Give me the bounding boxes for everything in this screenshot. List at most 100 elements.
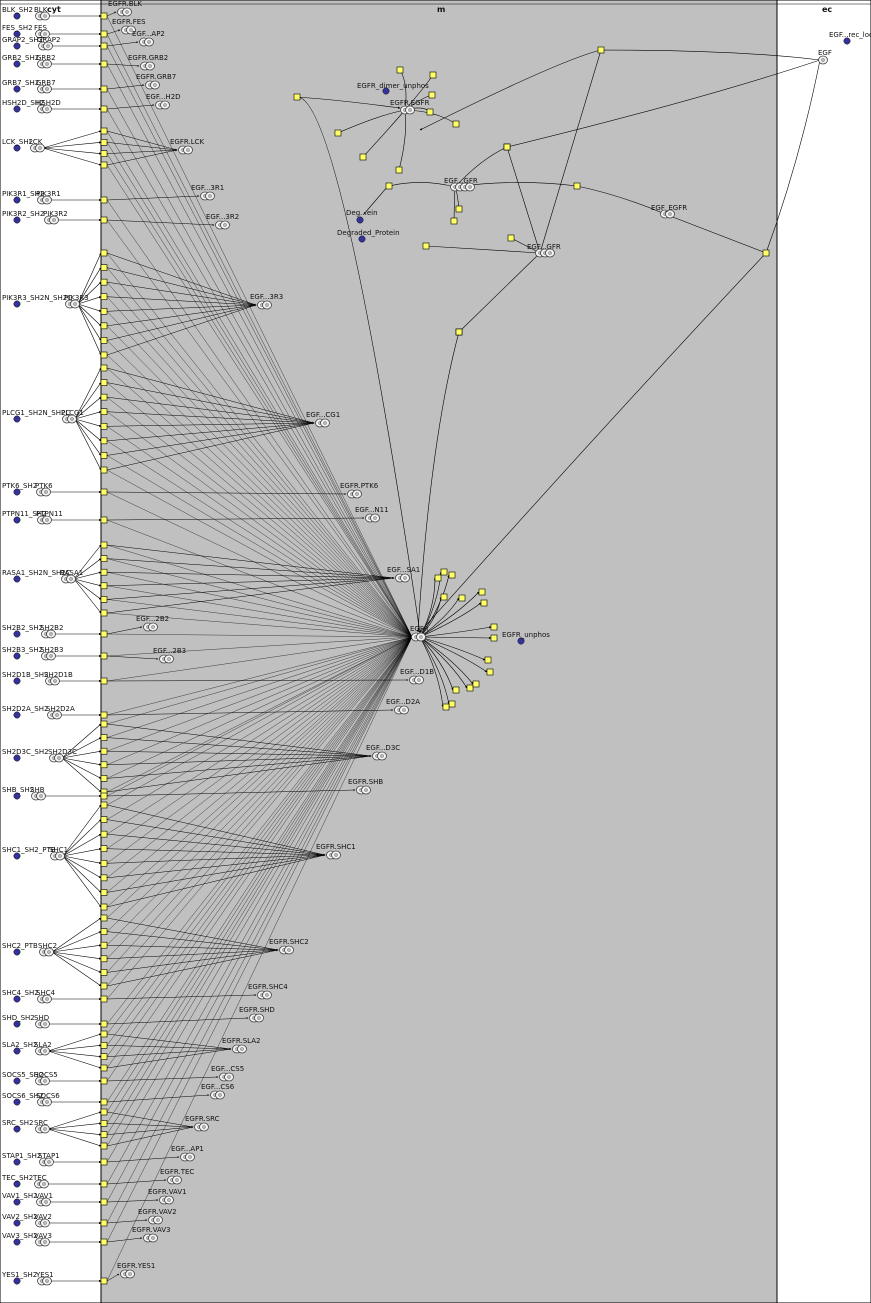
reaction-edge [106, 636, 413, 1103]
reaction-edge [106, 636, 413, 1185]
hub-fan-node [472, 680, 480, 688]
compartment-ec [776, 0, 871, 1303]
complex2-node [597, 46, 605, 54]
egfr-complex-label: EGFR.SHC1 [316, 843, 356, 851]
complex-subunit-core [265, 993, 269, 997]
complex-subunit-core [52, 218, 56, 222]
reaction-edge [106, 354, 413, 638]
domain-species-dot [13, 852, 21, 860]
egfr-complex-label: EGFR.PTK6 [340, 482, 379, 490]
reaction-edge [106, 636, 413, 1243]
domain-reaction-node [100, 1030, 108, 1038]
hub-fan-edge [419, 602, 482, 638]
reaction-edge [51, 944, 102, 953]
reaction-edge [106, 199, 413, 638]
domain-label: SOCS5_SH2 [2, 1071, 43, 1079]
reaction-edge [106, 636, 413, 1203]
reaction-edge [106, 1045, 232, 1050]
domain-complex-label: YES1 [35, 1271, 54, 1279]
complex-subunit-core [218, 1093, 222, 1097]
egfr-complex-label: EGFR.SHC2 [269, 938, 309, 946]
egf-egfr-label: EGF_EGFR [651, 204, 687, 212]
complex-subunit-core [43, 1127, 47, 1131]
domain-species-dot [13, 1077, 21, 1085]
reaction-edge [106, 1017, 249, 1025]
domain-reaction-node [100, 264, 108, 271]
domain-reaction-node [100, 1020, 108, 1028]
reaction-edge [106, 612, 413, 638]
domain-complex-label: GRB7 [36, 79, 56, 87]
reaction-edge [106, 636, 413, 738]
domain-complex [37, 994, 52, 1004]
egfr-complex [117, 7, 132, 17]
domain-complex-label: SHD [34, 1014, 49, 1022]
complex-subunit-core [153, 83, 157, 87]
hub-fan-edge [419, 636, 474, 685]
hub-fan-node [458, 594, 466, 602]
reaction-edge [106, 544, 395, 579]
reaction-edge [61, 750, 102, 759]
egf-to-boundary-edge [765, 59, 821, 254]
reaction-edge [106, 636, 413, 1025]
reaction-edge [106, 469, 413, 638]
complex2-node [422, 242, 430, 250]
reaction-edge [42, 130, 102, 149]
hub-fan-edge [419, 636, 492, 640]
domain-complex [35, 1124, 50, 1134]
domain-complex-label: SHC4 [36, 989, 56, 997]
complex-subunit-core [380, 754, 384, 758]
reaction-edge [106, 382, 413, 638]
domain-species-dot [13, 754, 21, 762]
reaction-edge [106, 636, 413, 806]
reaction-edge [106, 33, 413, 638]
domain-label: STAP1_SH2 [2, 1152, 41, 1160]
domain-species-dot [13, 85, 21, 93]
reaction-edge [106, 636, 413, 820]
domain-reaction-node [100, 677, 108, 685]
hub-fan-edge [419, 636, 486, 661]
domain-label: PIK3R3_SH2N_SH2C [2, 294, 72, 302]
complex-subunit-core [148, 64, 152, 68]
domain-complex [36, 1197, 51, 1207]
reaction-edge [106, 577, 395, 600]
complex2-node [503, 143, 511, 151]
reaction-edge [106, 636, 413, 682]
complex-subunit-core [45, 107, 49, 111]
reaction-edge [73, 578, 102, 600]
domain-complex-label: PIK3R1 [36, 190, 61, 198]
reaction-edge [106, 571, 395, 579]
complex-subunit-core [355, 492, 359, 496]
complex-subunit-core [44, 1200, 48, 1204]
reaction-edge [74, 411, 102, 420]
left-upper-node [293, 93, 301, 101]
reaction-edge [106, 149, 178, 166]
egfr-complex-label: EGFR.SHD [239, 1006, 275, 1014]
domain-reaction-node [100, 1098, 108, 1106]
egf-label: EGF [818, 49, 832, 57]
domain-reaction-node [100, 249, 108, 257]
complex-subunit-core [43, 1079, 47, 1083]
reaction-edge [77, 303, 102, 341]
domain-reaction-node [100, 816, 108, 823]
complex-subunit-core [73, 302, 77, 306]
egfr-complex-label: EGF...2B2 [136, 615, 169, 623]
reaction-edge [61, 723, 102, 759]
domain-reaction-node [100, 995, 108, 1003]
dimer-node [429, 71, 437, 79]
domain-species-dot [13, 42, 21, 50]
reaction-edge [106, 455, 413, 638]
egfr-dimer-unphos-label: EGFR_dimer_unphos [357, 82, 429, 90]
complex-subunit-core [373, 516, 377, 520]
domain-reaction-node [100, 845, 108, 853]
domain-complex-label: PLCG1 [61, 409, 84, 417]
complex-subunit-core [468, 185, 472, 189]
domain-species-dot [13, 1198, 21, 1206]
reaction-edge [106, 636, 413, 973]
complex-subunit-core [38, 146, 42, 150]
reaction-edge [106, 11, 117, 17]
domain-reaction-node [100, 1077, 108, 1085]
complex-subunit-core [208, 194, 212, 198]
hub-fan-edge [419, 591, 480, 638]
reaction-edge [106, 1076, 219, 1082]
reaction-edge [106, 130, 178, 151]
